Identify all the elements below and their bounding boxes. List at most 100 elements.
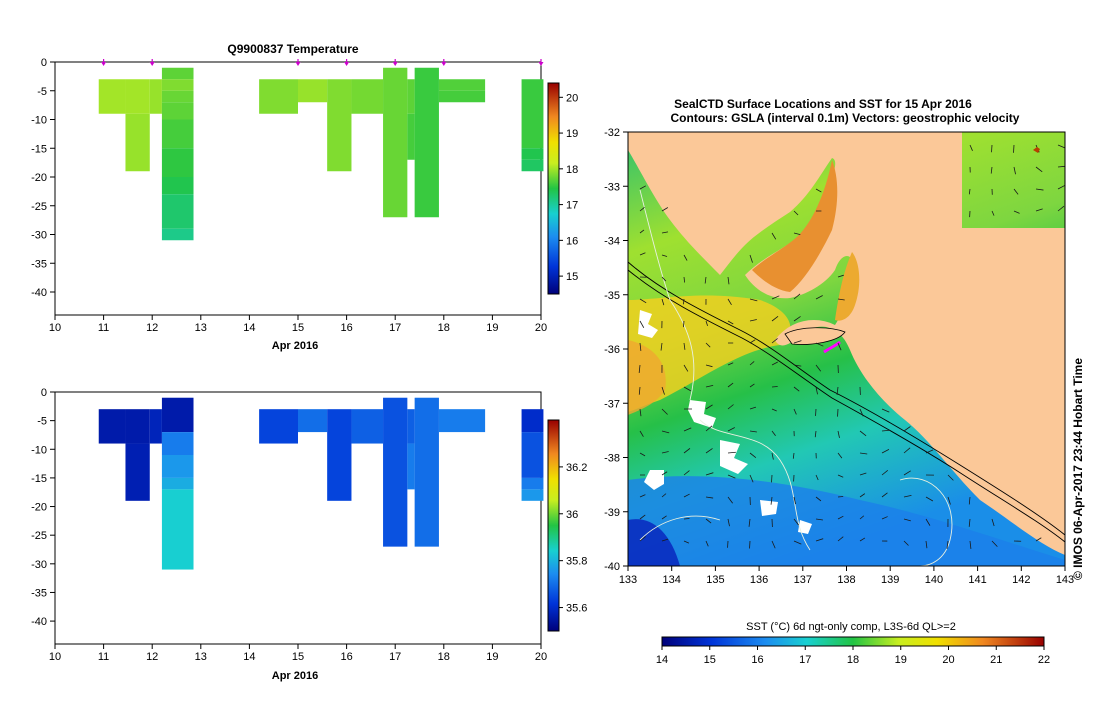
salinity-x-label: Apr 2016 bbox=[272, 670, 318, 682]
velocity-vector bbox=[838, 496, 843, 497]
profile-cell bbox=[415, 398, 439, 547]
profile-cell bbox=[150, 409, 162, 443]
profile-cell bbox=[162, 68, 194, 80]
profile-cell bbox=[383, 398, 407, 547]
profile-cell bbox=[383, 68, 407, 218]
profile-cell bbox=[522, 489, 544, 500]
y-tick-label: -37 bbox=[604, 398, 620, 410]
colorbar-tick-label: 18 bbox=[566, 164, 578, 176]
x-tick-label: 136 bbox=[750, 574, 768, 586]
y-tick-label: -32 bbox=[604, 127, 620, 139]
colorbar-tick-label: 36.2 bbox=[566, 462, 587, 474]
y-tick-label: -5 bbox=[37, 86, 47, 98]
profile-marker bbox=[393, 62, 398, 66]
imos-credit: © IMOS 06-Apr-2017 23:44 Hobart Time bbox=[1071, 358, 1085, 580]
y-tick-label: -40 bbox=[31, 287, 47, 299]
profile-cell bbox=[162, 478, 194, 489]
salinity-cells bbox=[99, 398, 544, 570]
temperature-cells bbox=[99, 68, 544, 241]
temperature-x-label: Apr 2016 bbox=[272, 340, 318, 352]
temperature-colorbar bbox=[548, 83, 559, 294]
profile-cell bbox=[407, 409, 414, 443]
profile-cell bbox=[125, 444, 149, 501]
y-tick-label: -39 bbox=[604, 507, 620, 519]
colorbar-tick-label: 17 bbox=[799, 654, 811, 666]
profile-cell bbox=[522, 79, 544, 148]
temperature-y-ticks: 0-5-10-15-20-25-30-35-40 bbox=[31, 57, 55, 299]
x-tick-label: 140 bbox=[925, 574, 943, 586]
profile-cell bbox=[522, 432, 544, 478]
sst-colorbar-label: SST (°C) 6d ngt-only comp, L3S-6d QL>=2 bbox=[746, 621, 956, 633]
profile-cell bbox=[327, 409, 351, 501]
x-tick-label: 18 bbox=[438, 651, 450, 663]
x-tick-label: 12 bbox=[146, 651, 158, 663]
profile-cell bbox=[150, 79, 162, 114]
x-tick-label: 137 bbox=[794, 574, 812, 586]
salinity-colorbar-ticks: 35.6 35.8 36 36.2 bbox=[559, 462, 587, 615]
profile-cell bbox=[125, 409, 149, 443]
sst-map-panel: SealCTD Surface Locations and SST for 15… bbox=[604, 97, 1085, 666]
sst-colorbar bbox=[662, 637, 1044, 646]
colorbar-tick-label: 36 bbox=[566, 509, 578, 521]
x-tick-label: 17 bbox=[389, 322, 401, 334]
colorbar-tick-label: 35.6 bbox=[566, 603, 587, 615]
profile-cell bbox=[99, 409, 126, 443]
y-tick-label: -30 bbox=[31, 559, 47, 571]
x-tick-label: 133 bbox=[619, 574, 637, 586]
x-tick-label: 135 bbox=[706, 574, 724, 586]
x-tick-label: 134 bbox=[663, 574, 681, 586]
profile-cell bbox=[259, 409, 298, 443]
profile-marker bbox=[539, 62, 544, 66]
map-y-ticks: -32-33-34-35-36-37-38-39-40 bbox=[604, 127, 628, 573]
profile-cell bbox=[162, 432, 194, 455]
x-tick-label: 15 bbox=[292, 322, 304, 334]
profile-cell bbox=[407, 114, 414, 160]
profile-cell bbox=[162, 102, 194, 119]
profile-marker bbox=[101, 62, 106, 66]
profile-cell bbox=[162, 120, 194, 149]
profile-marker bbox=[344, 62, 349, 66]
y-tick-label: 0 bbox=[41, 387, 47, 399]
x-tick-label: 15 bbox=[292, 651, 304, 663]
profile-cell bbox=[439, 79, 485, 91]
y-tick-label: -30 bbox=[31, 230, 47, 242]
x-tick-label: 11 bbox=[98, 651, 109, 663]
x-tick-label: 10 bbox=[49, 651, 61, 663]
profile-cell bbox=[439, 409, 485, 432]
profile-cell bbox=[162, 489, 194, 569]
profile-cell bbox=[522, 160, 544, 172]
salinity-y-ticks: 0-5-10-15-20-25-30-35-40 bbox=[31, 387, 55, 628]
x-tick-label: 139 bbox=[881, 574, 899, 586]
profile-cell bbox=[162, 148, 194, 177]
profile-cell bbox=[259, 79, 298, 114]
y-tick-label: -38 bbox=[604, 453, 620, 465]
x-tick-label: 13 bbox=[195, 651, 207, 663]
salinity-colorbar bbox=[548, 420, 559, 631]
map-title: SealCTD Surface Locations and SST for 15… bbox=[674, 97, 972, 111]
y-tick-label: -25 bbox=[31, 530, 47, 542]
profile-cell bbox=[162, 229, 194, 241]
y-tick-label: -36 bbox=[604, 344, 620, 356]
y-tick-label: -20 bbox=[31, 502, 47, 514]
colorbar-tick-label: 35.8 bbox=[566, 556, 587, 568]
colorbar-tick-label: 16 bbox=[751, 654, 763, 666]
cloud-gap bbox=[760, 500, 778, 516]
profile-cell bbox=[125, 114, 149, 172]
profile-cell bbox=[162, 194, 194, 229]
velocity-vector bbox=[772, 386, 778, 387]
profile-cell bbox=[522, 478, 544, 489]
profile-marker bbox=[150, 62, 155, 66]
colorbar-tick-label: 17 bbox=[566, 200, 578, 212]
x-tick-label: 13 bbox=[195, 322, 207, 334]
x-tick-label: 20 bbox=[535, 322, 547, 334]
y-tick-label: -15 bbox=[31, 473, 47, 485]
x-tick-label: 18 bbox=[438, 322, 450, 334]
y-tick-label: -10 bbox=[31, 115, 47, 127]
